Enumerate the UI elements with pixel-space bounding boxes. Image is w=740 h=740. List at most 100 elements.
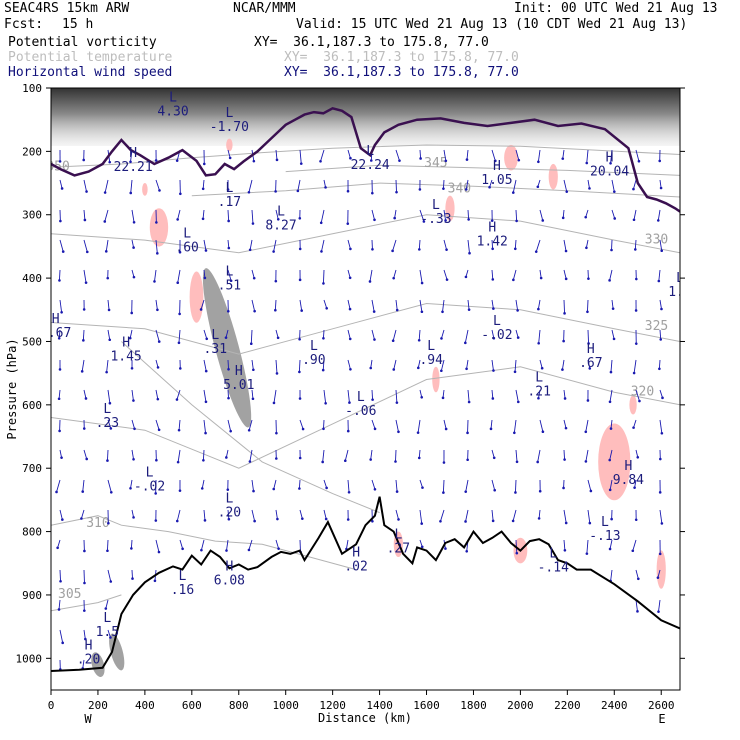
wind-vector-head: [157, 340, 161, 343]
wind-vector-head: [277, 547, 280, 550]
wind-vector: [107, 449, 109, 461]
wind-vector: [611, 299, 614, 309]
wind-vector-head: [298, 370, 301, 374]
wind-vector: [563, 509, 567, 524]
wind-vector: [203, 239, 207, 251]
x-tick-label: 600: [182, 699, 202, 712]
wind-vector: [611, 329, 615, 339]
wind-vector-head: [541, 430, 545, 434]
y-tick-label: 200: [22, 145, 42, 158]
wind-vector-head: [346, 222, 350, 225]
wind-vector-head: [416, 431, 420, 434]
wind-vector: [633, 209, 637, 220]
theta-contour-350: [51, 144, 680, 168]
wind-vector-head: [348, 337, 352, 341]
wind-vector: [443, 239, 448, 250]
wind-vector: [179, 539, 184, 549]
wind-vector: [563, 299, 566, 314]
wind-vector-head: [660, 431, 664, 435]
theta-contour-305: [51, 594, 122, 612]
wind-vector-head: [513, 370, 517, 374]
wind-vector-head: [490, 219, 494, 222]
wind-vector: [467, 209, 470, 220]
wind-vector-head: [440, 337, 443, 340]
wind-vector-head: [608, 547, 612, 551]
wind-vector: [659, 179, 662, 189]
wind-vector: [177, 209, 181, 220]
wind-vector: [177, 449, 181, 463]
wind-vector: [659, 389, 663, 398]
wind-vector: [299, 149, 302, 164]
y-tick-label: 400: [22, 272, 42, 285]
wind-vector-head: [585, 246, 588, 250]
wind-vector-head: [369, 458, 372, 461]
wind-vector-head: [661, 396, 664, 400]
theta-contour-325: [51, 302, 680, 355]
wind-vector-head: [636, 455, 640, 459]
hl-value-20: .67: [579, 356, 602, 371]
wind-vector-head: [109, 427, 113, 430]
east-end-label: E: [658, 712, 665, 726]
wind-vector: [131, 209, 135, 223]
hl-value-11: .51: [218, 279, 241, 294]
hl-letter-7: L: [277, 204, 285, 219]
wind-vector-head: [536, 460, 539, 464]
wind-vector: [273, 479, 277, 490]
wind-vector-head: [272, 487, 276, 491]
wind-vector-head: [58, 368, 62, 371]
wind-vector-head: [537, 307, 540, 311]
wind-vector: [347, 299, 351, 310]
wind-vector-head: [55, 490, 58, 494]
wind-vector-head: [632, 218, 636, 222]
wind-vector-head: [299, 162, 303, 165]
wind-vector: [611, 209, 616, 219]
wind-vector: [419, 209, 425, 222]
wind-vector-head: [80, 517, 83, 520]
wind-vector: [465, 179, 469, 190]
wind-vector-head: [634, 277, 638, 281]
hl-letter-27: L: [601, 515, 609, 530]
hl-value-21: .21: [527, 384, 550, 399]
wind-vector-head: [561, 216, 565, 220]
wind-vector-head: [511, 191, 515, 194]
wind-vector: [248, 539, 253, 551]
wind-vector: [227, 149, 231, 159]
wind-vector: [131, 389, 134, 401]
wind-vector-head: [61, 518, 64, 521]
wind-vector-head: [395, 490, 399, 493]
wind-vector-head: [420, 522, 424, 525]
wind-vector: [83, 389, 87, 399]
wind-vector-head: [513, 431, 516, 435]
theta-label-310: 310: [86, 516, 109, 531]
wind-vector: [58, 389, 61, 399]
wind-vector: [107, 299, 110, 310]
wind-vector-head: [224, 336, 228, 339]
x-tick-label: 2000: [507, 699, 534, 712]
wind-vector-head: [129, 160, 132, 164]
wind-vector: [202, 449, 205, 461]
wind-vector: [586, 149, 589, 164]
wind-vector: [440, 359, 445, 371]
x-tick-label: 800: [229, 699, 249, 712]
wind-vector-head: [82, 427, 86, 430]
wind-vector: [82, 479, 85, 492]
wind-vector-head: [656, 576, 660, 579]
wind-vector: [537, 449, 541, 463]
wind-vector: [657, 209, 661, 221]
wind-vector-head: [541, 219, 545, 222]
wind-vector-head: [109, 580, 113, 583]
wind-vector-head: [59, 219, 62, 223]
field-2-name: Potential temperature: [8, 50, 173, 65]
pv-shading-2: [91, 652, 105, 677]
wind-vector-head: [175, 159, 179, 162]
wind-vector: [275, 329, 279, 338]
hl-value-1: -1.70: [210, 120, 249, 135]
wind-vector-head: [515, 551, 519, 555]
wind-vector: [59, 179, 63, 189]
wind-vector-head: [393, 216, 396, 220]
wind-vector-head: [252, 159, 256, 163]
wind-vector-head: [176, 281, 180, 284]
wind-vector: [515, 389, 519, 402]
wind-vector-head: [132, 221, 136, 224]
wind-vector-head: [132, 275, 136, 279]
